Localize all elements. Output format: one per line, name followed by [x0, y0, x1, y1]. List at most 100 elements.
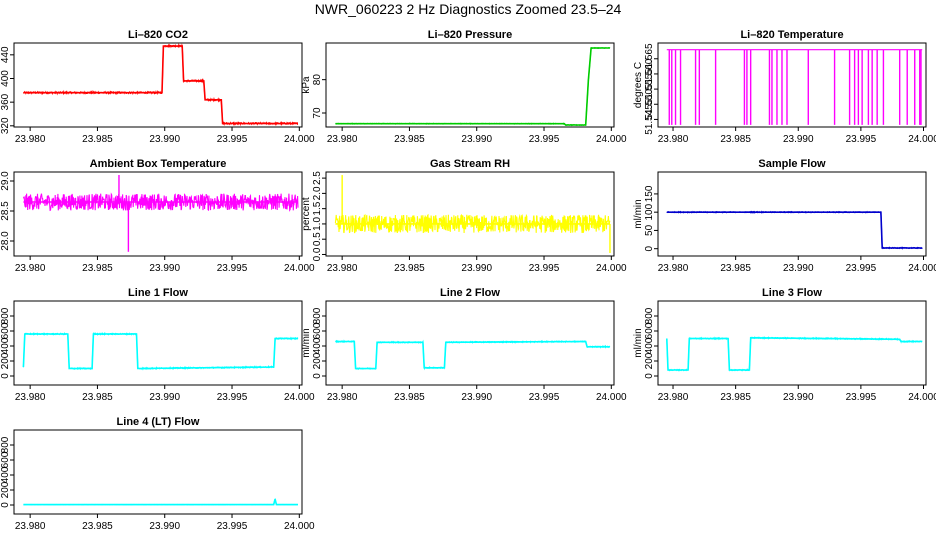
series-step	[23, 498, 298, 506]
x-tick-label: 23.985	[394, 392, 425, 403]
x-tick-label: 23.990	[149, 521, 180, 532]
y-axis-label: ml/min	[633, 328, 644, 357]
y-tick-label: 2.0	[312, 186, 323, 200]
x-tick-label: 24.000	[908, 263, 936, 274]
x-tick-label: 23.980	[15, 521, 46, 532]
x-tick-label: 23.990	[783, 134, 814, 145]
panel-title: Line 1 Flow	[128, 287, 188, 299]
panel-1: Li–820 CO2 23.980 23.985 23.990 23.995 24.000…	[0, 29, 315, 145]
y-tick-label: 400	[644, 337, 655, 354]
series-step	[335, 340, 610, 370]
series-trace	[666, 210, 923, 250]
y-tick-label: 0.0	[312, 247, 323, 261]
x-tick-label: 23.990	[461, 263, 492, 274]
panel-9: Line 3 Flow 23.980 23.985 23.990 23.995 24.00…	[633, 287, 936, 403]
x-tick-label: 23.985	[82, 134, 113, 145]
x-tick-label: 23.995	[529, 263, 560, 274]
x-tick-label: 23.980	[658, 263, 689, 274]
y-tick-label: 400	[0, 337, 11, 354]
x-tick-label: 24.000	[908, 134, 936, 145]
x-tick-label: 23.990	[461, 392, 492, 403]
x-tick-label: 23.985	[394, 134, 425, 145]
y-tick-label: 150	[644, 185, 655, 202]
y-tick-label: 51.555	[644, 73, 655, 104]
y-tick-label: 100	[644, 203, 655, 220]
panel-4: Ambient Box Temperature 23.980 23.985 23.99…	[0, 158, 315, 274]
series-trace	[22, 43, 299, 127]
x-tick-label: 24.000	[596, 392, 627, 403]
plot-frame	[325, 171, 615, 257]
x-tick-label: 23.980	[327, 263, 358, 274]
panel-title: Li–820 Pressure	[428, 29, 512, 41]
y-tick-label: 400	[0, 466, 11, 483]
x-tick-label: 23.990	[149, 392, 180, 403]
x-tick-label: 23.990	[461, 134, 492, 145]
x-tick-label: 23.995	[846, 263, 877, 274]
x-tick-label: 23.995	[846, 134, 877, 145]
x-tick-label: 24.000	[284, 134, 315, 145]
series-step	[23, 45, 298, 125]
y-tick-label: 600	[0, 451, 11, 468]
panel-title: Gas Stream RH	[430, 158, 510, 170]
y-tick-label: 0	[644, 373, 655, 379]
x-tick-label: 23.995	[529, 392, 560, 403]
plot-frame	[13, 429, 303, 515]
panel-8: Line 2 Flow 23.980 23.985 23.990 23.995 24.00…	[301, 287, 627, 403]
y-tick-label: 28.5	[0, 201, 11, 221]
y-tick-label: 360	[0, 93, 11, 110]
series-trace	[335, 46, 611, 127]
x-tick-label: 23.995	[217, 392, 248, 403]
x-tick-label: 23.990	[149, 134, 180, 145]
panel-title: Line 4 (LT) Flow	[117, 416, 200, 428]
y-axis-label: kPa	[301, 76, 312, 94]
panel-6: Sample Flow 23.980 23.985 23.990 23.995 24.00…	[633, 158, 936, 274]
x-tick-label: 23.980	[658, 134, 689, 145]
y-tick-label: 29.0	[0, 171, 11, 191]
y-tick-label: 440	[0, 46, 11, 63]
plot-frame	[13, 42, 303, 128]
y-axis-label: ml/min	[301, 328, 312, 357]
y-tick-label: 800	[0, 436, 11, 453]
y-axis-label: ml/min	[633, 199, 644, 228]
y-tick-label: 70	[312, 107, 323, 119]
y-axis-label: degrees C	[633, 62, 644, 108]
x-tick-label: 24.000	[284, 392, 315, 403]
x-tick-label: 23.985	[720, 134, 751, 145]
series-step	[666, 211, 923, 249]
x-tick-label: 24.000	[596, 263, 627, 274]
x-tick-label: 23.985	[720, 392, 751, 403]
y-tick-label: 50	[644, 224, 655, 236]
y-tick-label: 2.5	[312, 171, 323, 185]
y-tick-label: 200	[0, 352, 11, 369]
x-tick-label: 23.980	[15, 263, 46, 274]
x-tick-label: 23.985	[82, 392, 113, 403]
x-tick-label: 23.985	[82, 521, 113, 532]
x-tick-label: 23.995	[217, 134, 248, 145]
y-tick-label: 0.5	[312, 232, 323, 246]
x-tick-label: 24.000	[596, 134, 627, 145]
panel-title: Line 2 Flow	[440, 287, 500, 299]
y-tick-label: 51.565	[644, 43, 655, 74]
x-tick-label: 23.985	[394, 263, 425, 274]
series-trace	[666, 336, 923, 372]
panel-5: Gas Stream RH 23.980 23.985 23.990 23.995 24.…	[301, 158, 627, 274]
page-title: NWR_060223 2 Hz Diagnostics Zoomed 23.5–…	[314, 1, 622, 17]
y-tick-label: 0	[0, 502, 11, 508]
y-tick-label: 80	[312, 74, 323, 86]
x-tick-label: 23.980	[15, 392, 46, 403]
series-trace	[22, 331, 299, 371]
x-tick-label: 23.995	[217, 263, 248, 274]
x-tick-label: 24.000	[284, 521, 315, 532]
y-axis-label: percent	[301, 197, 312, 231]
y-tick-label: 400	[312, 337, 323, 354]
y-tick-label: 0	[644, 245, 655, 251]
x-tick-label: 23.995	[529, 134, 560, 145]
x-tick-label: 23.985	[82, 263, 113, 274]
x-tick-label: 23.980	[658, 392, 689, 403]
panel-title: Ambient Box Temperature	[90, 158, 227, 170]
y-tick-label: 200	[644, 352, 655, 369]
x-tick-label: 23.985	[720, 263, 751, 274]
y-tick-label: 800	[312, 307, 323, 324]
series-step	[22, 333, 298, 370]
y-tick-label: 320	[0, 117, 11, 134]
